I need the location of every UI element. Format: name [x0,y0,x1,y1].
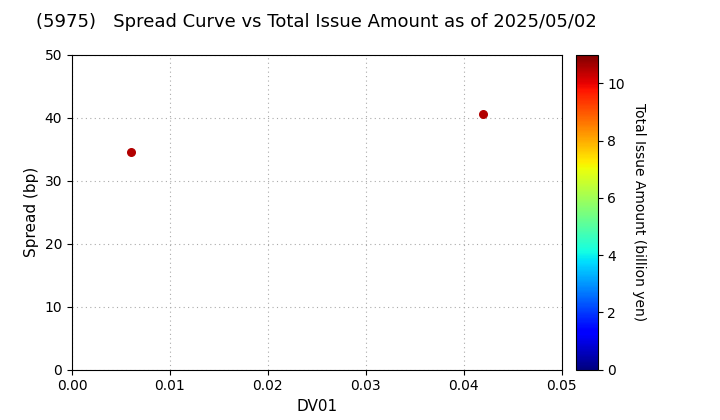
Point [477,111,489,118]
Y-axis label: Total Issue Amount (billion yen): Total Issue Amount (billion yen) [631,103,646,321]
Y-axis label: Spread (bp): Spread (bp) [24,167,39,257]
Point [125,149,137,155]
X-axis label: DV01: DV01 [296,399,338,414]
Text: (5975)   Spread Curve vs Total Issue Amount as of 2025/05/02: (5975) Spread Curve vs Total Issue Amoun… [37,13,597,31]
